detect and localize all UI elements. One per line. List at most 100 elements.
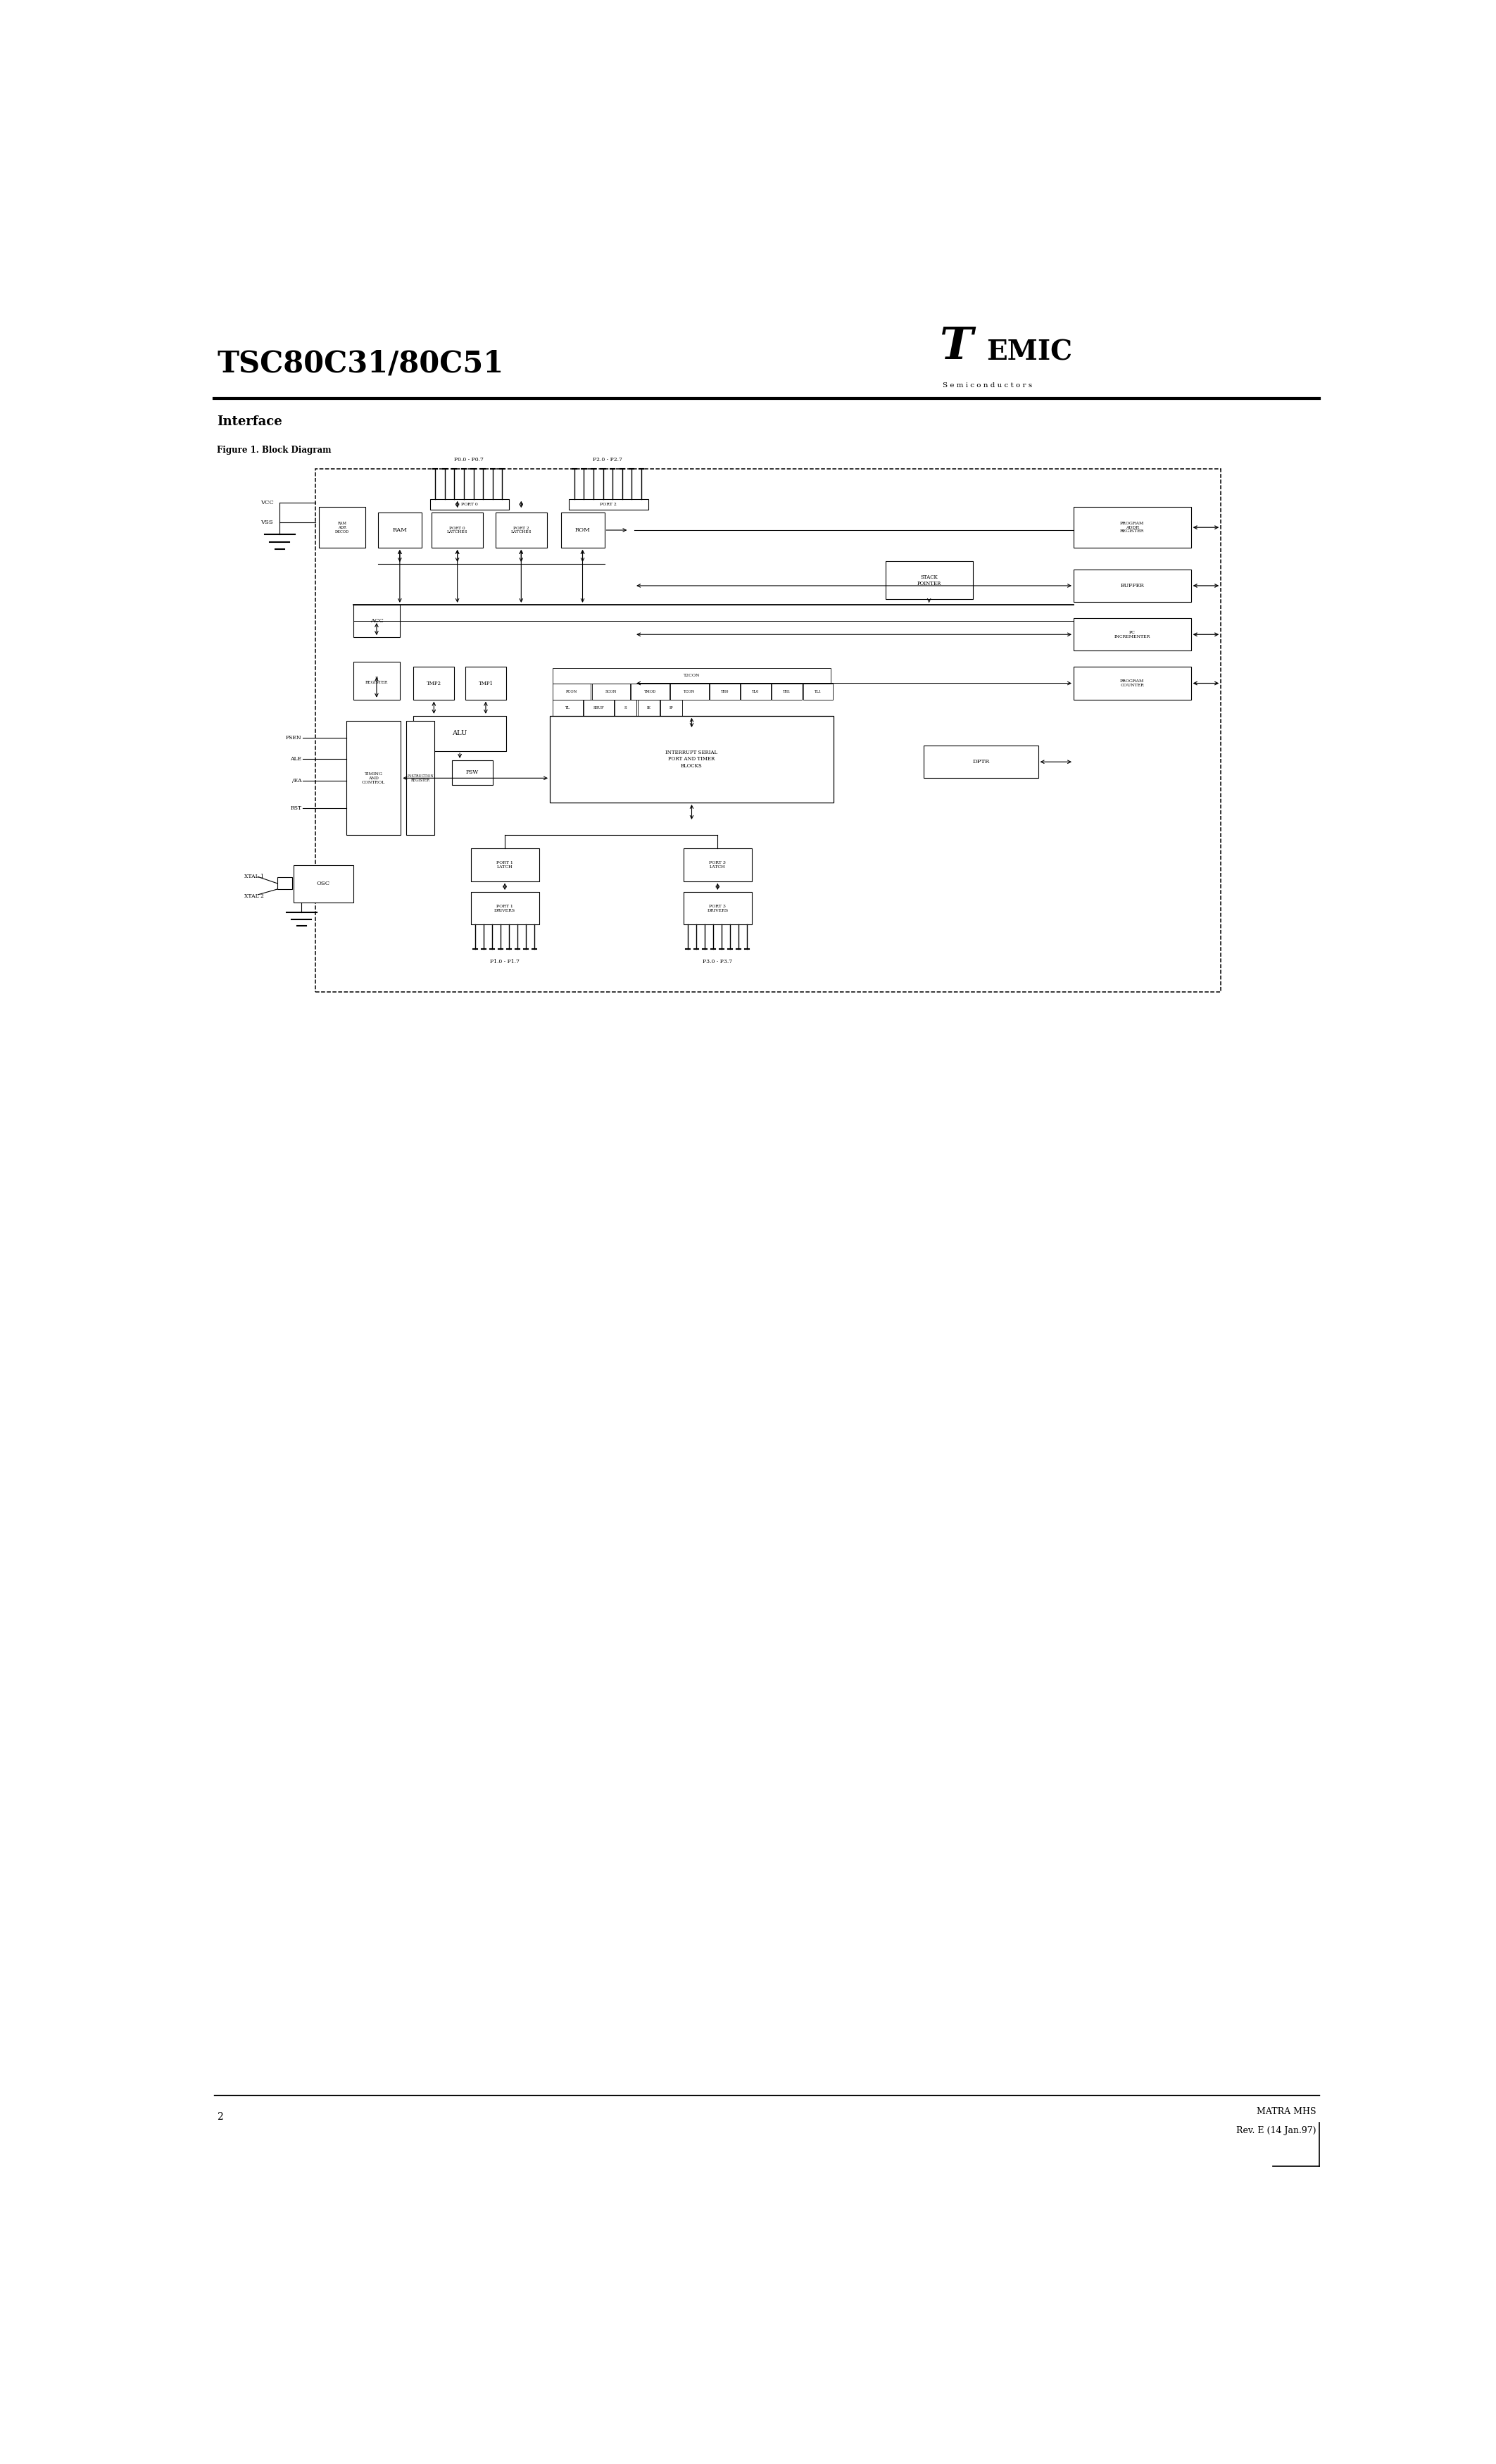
- Text: PORT 3
LATCH: PORT 3 LATCH: [709, 860, 726, 870]
- Bar: [741, 683, 770, 700]
- Bar: [552, 700, 582, 715]
- Bar: [552, 683, 591, 700]
- Text: PORT 2: PORT 2: [600, 503, 616, 505]
- Text: Interface: Interface: [217, 414, 283, 429]
- Bar: [886, 562, 972, 599]
- Bar: [592, 683, 630, 700]
- Text: T2CON: T2CON: [684, 675, 700, 678]
- Bar: [637, 700, 660, 715]
- Text: OSC: OSC: [317, 882, 331, 887]
- Bar: [561, 513, 604, 547]
- Text: DPTR: DPTR: [972, 759, 989, 764]
- Text: ALU: ALU: [452, 729, 467, 737]
- Text: P3.0 - P3.7: P3.0 - P3.7: [703, 958, 733, 963]
- Bar: [465, 668, 506, 700]
- Bar: [1074, 618, 1191, 650]
- Bar: [631, 683, 669, 700]
- Text: ROM: ROM: [574, 527, 591, 532]
- Text: IE: IE: [646, 705, 651, 710]
- Text: STACK
POINTER: STACK POINTER: [917, 574, 941, 586]
- Text: T: T: [939, 325, 974, 370]
- Text: P2.0 - P2.7: P2.0 - P2.7: [592, 456, 622, 463]
- Bar: [923, 747, 1038, 779]
- Text: RAM: RAM: [392, 527, 407, 532]
- Text: ACC: ACC: [370, 618, 383, 623]
- Bar: [319, 508, 365, 547]
- Bar: [378, 513, 422, 547]
- Bar: [1074, 569, 1191, 601]
- Text: PROGRAM
COUNTER: PROGRAM COUNTER: [1121, 680, 1144, 687]
- Text: TMOD: TMOD: [645, 690, 657, 692]
- Text: S: S: [624, 705, 627, 710]
- Text: TMP1: TMP1: [479, 680, 494, 685]
- Text: VSS: VSS: [260, 520, 274, 525]
- Bar: [583, 700, 613, 715]
- Bar: [452, 761, 492, 784]
- Bar: [353, 660, 399, 700]
- Text: PCON: PCON: [565, 690, 577, 692]
- Bar: [471, 848, 539, 882]
- Bar: [615, 700, 637, 715]
- Text: PORT 1
DRIVERS: PORT 1 DRIVERS: [494, 904, 516, 912]
- Text: VCC: VCC: [260, 500, 274, 505]
- Text: PORT 2
LATCHES: PORT 2 LATCHES: [510, 527, 531, 535]
- Bar: [495, 513, 548, 547]
- Text: TH0: TH0: [721, 690, 729, 692]
- Text: Figure 1. Block Diagram: Figure 1. Block Diagram: [217, 446, 332, 456]
- Text: SCON: SCON: [606, 690, 616, 692]
- Bar: [670, 683, 709, 700]
- Bar: [772, 683, 802, 700]
- Text: RAM
ADR
DECOD: RAM ADR DECOD: [335, 522, 349, 535]
- Bar: [803, 683, 833, 700]
- Bar: [1074, 668, 1191, 700]
- Text: PORT 3
DRIVERS: PORT 3 DRIVERS: [708, 904, 729, 912]
- Text: TH1: TH1: [782, 690, 791, 692]
- Bar: [346, 722, 401, 835]
- Text: P1.0 - P1.7: P1.0 - P1.7: [491, 958, 519, 963]
- Text: RST: RST: [290, 806, 302, 811]
- Text: TIMING
AND
CONTROL: TIMING AND CONTROL: [362, 771, 386, 784]
- Bar: [684, 892, 751, 924]
- Text: TSC80C31/80C51: TSC80C31/80C51: [217, 347, 504, 377]
- Text: 2: 2: [217, 2112, 223, 2122]
- Text: B
REGISTER: B REGISTER: [365, 678, 387, 685]
- Text: SBUF: SBUF: [592, 705, 604, 710]
- Text: XTAL 2: XTAL 2: [244, 894, 263, 899]
- Bar: [293, 865, 353, 902]
- Bar: [429, 498, 509, 510]
- Text: TMP2: TMP2: [426, 680, 441, 685]
- Bar: [684, 848, 751, 882]
- Bar: [316, 468, 1221, 993]
- Bar: [353, 604, 399, 638]
- Text: TL0: TL0: [752, 690, 760, 692]
- Bar: [661, 700, 682, 715]
- Text: PC
INCREMENTER: PC INCREMENTER: [1115, 631, 1150, 638]
- Bar: [277, 877, 292, 890]
- Text: PORT 0
LATCHES: PORT 0 LATCHES: [447, 527, 468, 535]
- Text: TL1: TL1: [814, 690, 821, 692]
- Bar: [568, 498, 648, 510]
- Text: P0.0 - P0.7: P0.0 - P0.7: [453, 456, 483, 463]
- Text: ALE: ALE: [290, 756, 302, 761]
- Text: INSTRUCTION
REGISTER: INSTRUCTION REGISTER: [407, 774, 434, 781]
- Text: PORT 1
LATCH: PORT 1 LATCH: [497, 860, 513, 870]
- Text: MATRA MHS: MATRA MHS: [1257, 2107, 1316, 2117]
- Text: S e m i c o n d u c t o r s: S e m i c o n d u c t o r s: [942, 382, 1032, 389]
- Text: PSEN: PSEN: [286, 734, 302, 739]
- Text: EMIC: EMIC: [986, 340, 1073, 367]
- Text: BUFFER: BUFFER: [1121, 584, 1144, 589]
- Text: XTAL 1: XTAL 1: [244, 875, 263, 880]
- Bar: [709, 683, 739, 700]
- Bar: [431, 513, 483, 547]
- Bar: [1074, 508, 1191, 547]
- Bar: [413, 715, 506, 752]
- Text: TCON: TCON: [684, 690, 696, 692]
- Text: INTERRUPT SERIAL
PORT AND TIMER
BLOCKS: INTERRUPT SERIAL PORT AND TIMER BLOCKS: [666, 749, 718, 769]
- Bar: [551, 715, 833, 803]
- Text: /EA: /EA: [292, 779, 302, 784]
- Bar: [552, 668, 830, 683]
- Text: Rev. E (14 Jan.97): Rev. E (14 Jan.97): [1237, 2126, 1316, 2136]
- Bar: [407, 722, 435, 835]
- Text: PSW: PSW: [465, 769, 479, 776]
- Text: TL: TL: [565, 705, 570, 710]
